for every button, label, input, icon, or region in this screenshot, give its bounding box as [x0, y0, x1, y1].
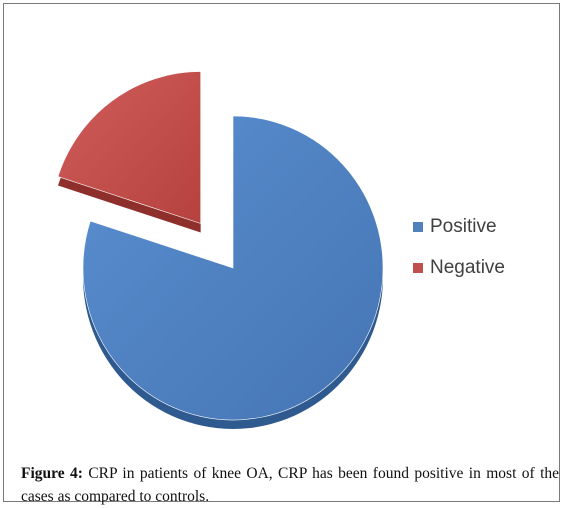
figure-frame: Positive Negative Figure 4: CRP in patie… — [3, 3, 560, 505]
legend-label-positive: Positive — [430, 215, 497, 237]
legend-item-negative: Negative — [413, 257, 505, 278]
legend-swatch-positive — [413, 221, 423, 232]
legend-label-negative: Negative — [430, 256, 505, 278]
legend: Positive Negative — [413, 216, 505, 298]
pie-slice-positive — [82, 115, 384, 421]
legend-item-positive: Positive — [413, 216, 505, 237]
chart-area: Positive Negative — [11, 10, 556, 448]
legend-swatch-negative — [413, 262, 423, 273]
figure-caption: Figure 4: CRP in patients of knee OA, CR… — [21, 462, 559, 508]
caption-label: Figure 4: — [21, 465, 83, 482]
pie-chart — [57, 71, 384, 429]
caption-text: CRP in patients of knee OA, CRP has been… — [21, 465, 560, 505]
pie-slice-negative — [57, 71, 201, 224]
